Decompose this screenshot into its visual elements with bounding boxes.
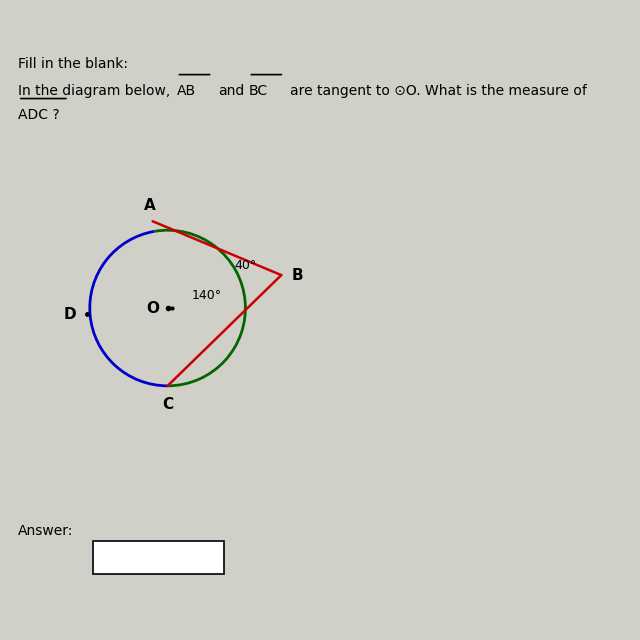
Text: and: and bbox=[218, 84, 244, 97]
Text: 40°: 40° bbox=[234, 259, 257, 272]
Text: In the diagram below,: In the diagram below, bbox=[18, 84, 170, 97]
Text: AB: AB bbox=[177, 84, 196, 97]
FancyBboxPatch shape bbox=[93, 541, 225, 574]
Text: 140°: 140° bbox=[191, 289, 221, 302]
Text: B: B bbox=[292, 268, 304, 283]
Text: Fill in the blank:: Fill in the blank: bbox=[18, 57, 128, 70]
Text: D: D bbox=[63, 307, 76, 321]
Text: BC: BC bbox=[248, 84, 268, 97]
Text: Answer:: Answer: bbox=[18, 524, 74, 538]
Text: ADC ?: ADC ? bbox=[18, 108, 60, 122]
Text: are tangent to ⊙O. What is the measure of: are tangent to ⊙O. What is the measure o… bbox=[291, 84, 587, 97]
Text: A: A bbox=[144, 198, 156, 214]
Text: O: O bbox=[146, 301, 159, 316]
Text: C: C bbox=[162, 397, 173, 412]
